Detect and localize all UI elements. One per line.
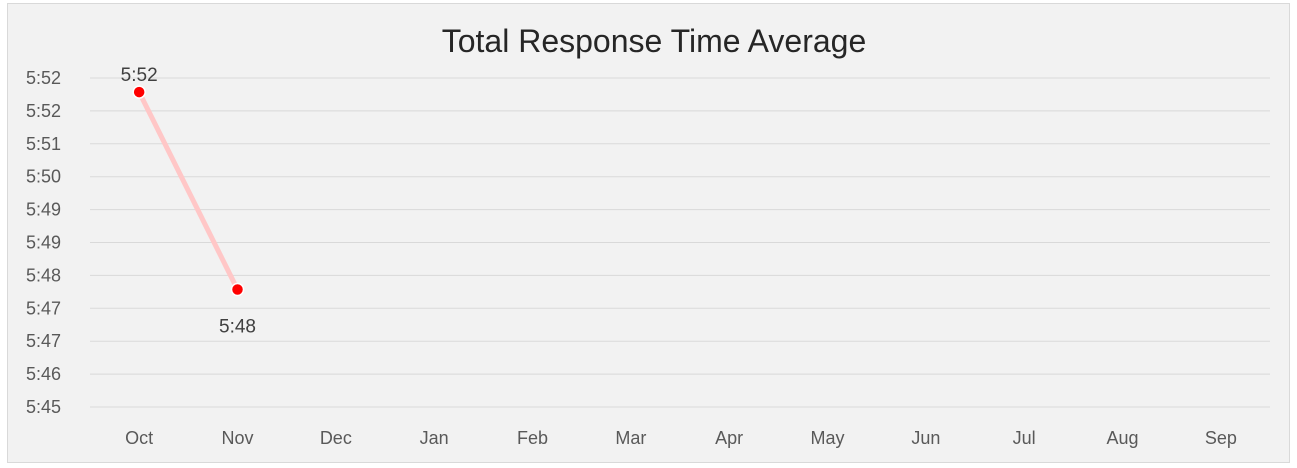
x-tick-label: Nov xyxy=(221,428,253,448)
x-tick-label: Mar xyxy=(615,428,646,448)
x-tick-label: Jan xyxy=(420,428,449,448)
y-tick-label: 5:49 xyxy=(26,233,61,253)
y-tick-label: 5:50 xyxy=(26,167,61,187)
gridlines xyxy=(90,77,1270,408)
y-tick-label: 5:52 xyxy=(26,68,61,88)
y-axis-tick-labels: 5:45 5:46 5:47 5:47 5:48 5:49 5:49 5:50 5:51 5:52… xyxy=(26,68,61,417)
data-label: 5:52 xyxy=(121,65,158,86)
data-label: 5:48 xyxy=(219,317,256,338)
x-tick-label: Jul xyxy=(1013,428,1036,448)
series-line xyxy=(136,89,240,292)
chart-area xyxy=(7,3,1290,463)
x-tick-label: Sep xyxy=(1205,428,1237,448)
x-tick-label: Aug xyxy=(1106,428,1138,448)
data-point xyxy=(132,85,146,99)
y-tick-label: 5:47 xyxy=(26,298,61,318)
series-layer: 5:52 5:48 xyxy=(121,65,256,337)
x-axis-tick-labels: Oct Nov Dec Jan Feb Mar Apr May Jun Jul Aug Sep xyxy=(125,428,1237,448)
y-tick-label: 5:47 xyxy=(26,331,61,351)
x-tick-label: Oct xyxy=(125,428,153,448)
y-tick-label: 5:52 xyxy=(26,101,61,121)
y-tick-label: 5:51 xyxy=(26,134,61,154)
chart-title: Total Response Time Average xyxy=(442,23,867,59)
y-tick-label: 5:46 xyxy=(26,364,61,384)
x-tick-label: Feb xyxy=(517,428,548,448)
x-tick-label: May xyxy=(810,428,844,448)
y-tick-label: 5:49 xyxy=(26,200,61,220)
y-tick-label: 5:48 xyxy=(26,265,61,285)
x-tick-label: Apr xyxy=(715,428,743,448)
x-tick-label: Jun xyxy=(911,428,940,448)
data-point xyxy=(230,282,245,297)
x-tick-label: Dec xyxy=(320,428,352,448)
y-tick-label: 5:45 xyxy=(26,397,61,417)
